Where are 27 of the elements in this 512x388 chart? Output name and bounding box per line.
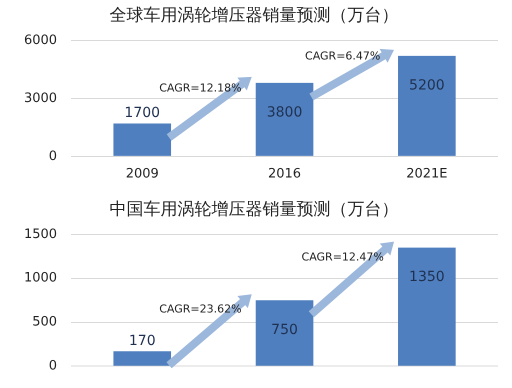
x-tick-label: 2021E — [406, 166, 448, 182]
y-tick-label: 1000 — [24, 270, 58, 286]
y-tick-label: 0 — [48, 148, 58, 164]
bar — [398, 56, 456, 156]
data-label: 750 — [271, 322, 298, 338]
data-label: 1700 — [124, 105, 160, 122]
x-tick-label: 2009 — [126, 166, 159, 182]
y-tick-label: 1500 — [24, 226, 58, 242]
data-label: 1350 — [409, 269, 445, 286]
bar — [256, 82, 314, 156]
chart-title: 全球车用涡轮增压器销量预测（万台） — [110, 6, 398, 26]
chart-title: 中国车用涡轮增压器销量预测（万台） — [110, 200, 398, 220]
y-tick-label: 6000 — [24, 32, 58, 48]
annotation: CAGR=12.18% — [159, 82, 242, 95]
y-tick-label: 0 — [48, 358, 58, 374]
data-label: 3800 — [266, 104, 302, 121]
data-label: 170 — [128, 332, 156, 349]
y-tick-label: 500 — [32, 314, 58, 330]
bar — [256, 300, 314, 366]
annotation: CAGR=12.47% — [302, 250, 384, 264]
annotation: CAGR=23.62% — [159, 302, 242, 316]
bar — [398, 248, 456, 366]
y-tick-label: 3000 — [24, 90, 58, 106]
annotation: CAGR=6.47% — [305, 50, 380, 63]
x-tick-label: 2016 — [268, 166, 302, 182]
data-label: 5200 — [409, 78, 445, 94]
bar — [113, 351, 172, 366]
